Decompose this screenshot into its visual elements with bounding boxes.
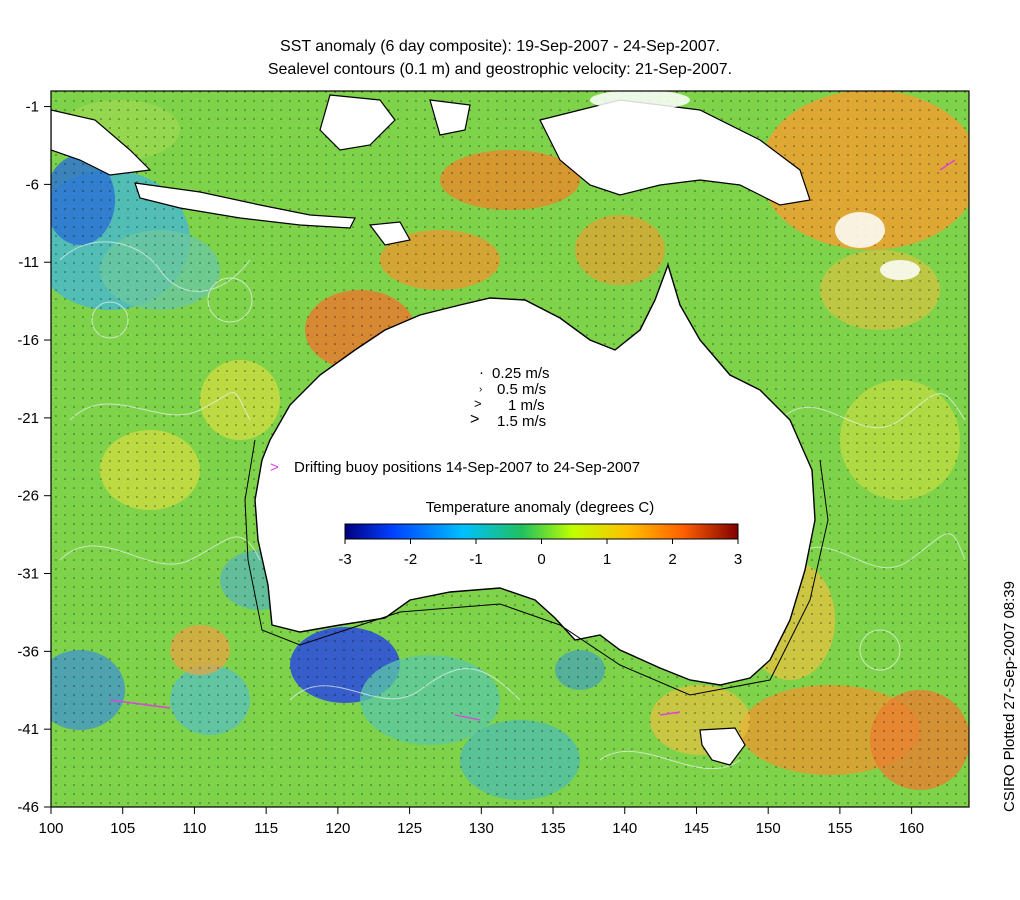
- y-axis: -1 -6 -11 -16 -21 -26 -31 -36 -41 -46: [17, 99, 51, 816]
- colorbar-tick-label: 2: [668, 551, 676, 568]
- land-australia: [254, 262, 816, 686]
- colorbar-ticks: -3 -2 -1 0 1 2 3: [338, 539, 742, 568]
- x-tick-label: 100: [38, 820, 63, 837]
- buoy-legend-label: Drifting buoy positions 14-Sep-2007 to 2…: [294, 459, 640, 476]
- colorbar-tick-label: 0: [537, 551, 545, 568]
- x-axis: 100 105 110 115 120 125 130 135 140 145 150 155 160: [38, 807, 924, 837]
- map-title-line-1: SST anomaly (6 day composite): 19-Sep-20…: [280, 38, 720, 55]
- colorbar-tick-label: -3: [338, 551, 351, 568]
- y-tick-label: -16: [17, 332, 39, 349]
- colorbar: Temperature anomaly (degrees C) -3 -2 -1 0 1…: [338, 499, 742, 568]
- y-tick-label: -1: [26, 99, 39, 116]
- x-tick-label: 155: [827, 820, 852, 837]
- x-tick-label: 150: [756, 820, 781, 837]
- map-title-line-2: Sealevel contours (0.1 m) and geostrophi…: [267, 61, 733, 78]
- x-tick-label: 145: [684, 820, 709, 837]
- y-tick-label: -46: [17, 799, 39, 816]
- colorbar-title: Temperature anomaly (degrees C): [426, 499, 654, 516]
- land-tasmania: [699, 727, 746, 766]
- x-tick-label: 120: [325, 820, 350, 837]
- buoy-marker-icon: >: [270, 459, 279, 476]
- velocity-scale-item: 1 m/s: [508, 397, 545, 414]
- y-tick-label: -41: [17, 721, 39, 738]
- land-indonesia: [51, 94, 471, 246]
- buoy-legend: > Drifting buoy positions 14-Sep-2007 to…: [270, 459, 640, 476]
- y-tick-label: -21: [17, 410, 39, 427]
- velocity-arrow-icon: ›: [479, 384, 482, 395]
- colorbar-tick-label: 1: [603, 551, 611, 568]
- plot-frame: [50, 90, 970, 808]
- colorbar-tick-label: -2: [404, 551, 417, 568]
- velocity-scale-item: 0.5 m/s: [497, 381, 546, 398]
- colorbar-tick-label: 3: [734, 551, 742, 568]
- y-tick-label: -31: [17, 566, 39, 583]
- y-tick-label: -11: [18, 254, 39, 271]
- land-new-guinea: [539, 99, 811, 206]
- x-tick-label: 110: [182, 820, 206, 837]
- velocity-arrow-icon: >: [474, 396, 482, 411]
- velocity-scale-item: 0.25 m/s: [492, 365, 550, 382]
- x-tick-label: 130: [469, 820, 494, 837]
- x-tick-label: 105: [110, 820, 135, 837]
- velocity-arrow-icon: >: [470, 411, 479, 428]
- plot-credit: CSIRO Plotted 27-Sep-2007 08:39: [1001, 581, 1018, 812]
- velocity-scale-item: 1.5 m/s: [497, 413, 546, 430]
- x-tick-label: 160: [899, 820, 924, 837]
- colorbar-gradient: [344, 523, 739, 540]
- x-tick-label: 125: [397, 820, 422, 837]
- sst-anomaly-field: [51, 91, 969, 807]
- velocity-scale-legend: · 0.25 m/s › 0.5 m/s > 1 m/s > 1.5 m/s: [470, 364, 550, 430]
- colorbar-tick-label: -1: [469, 551, 482, 568]
- y-tick-label: -6: [26, 176, 39, 193]
- y-tick-label: -36: [17, 643, 39, 660]
- x-tick-label: 135: [541, 820, 566, 837]
- y-tick-label: -26: [17, 488, 39, 505]
- x-tick-label: 140: [612, 820, 637, 837]
- velocity-arrow-icon: ·: [479, 364, 484, 381]
- x-tick-label: 115: [254, 820, 278, 837]
